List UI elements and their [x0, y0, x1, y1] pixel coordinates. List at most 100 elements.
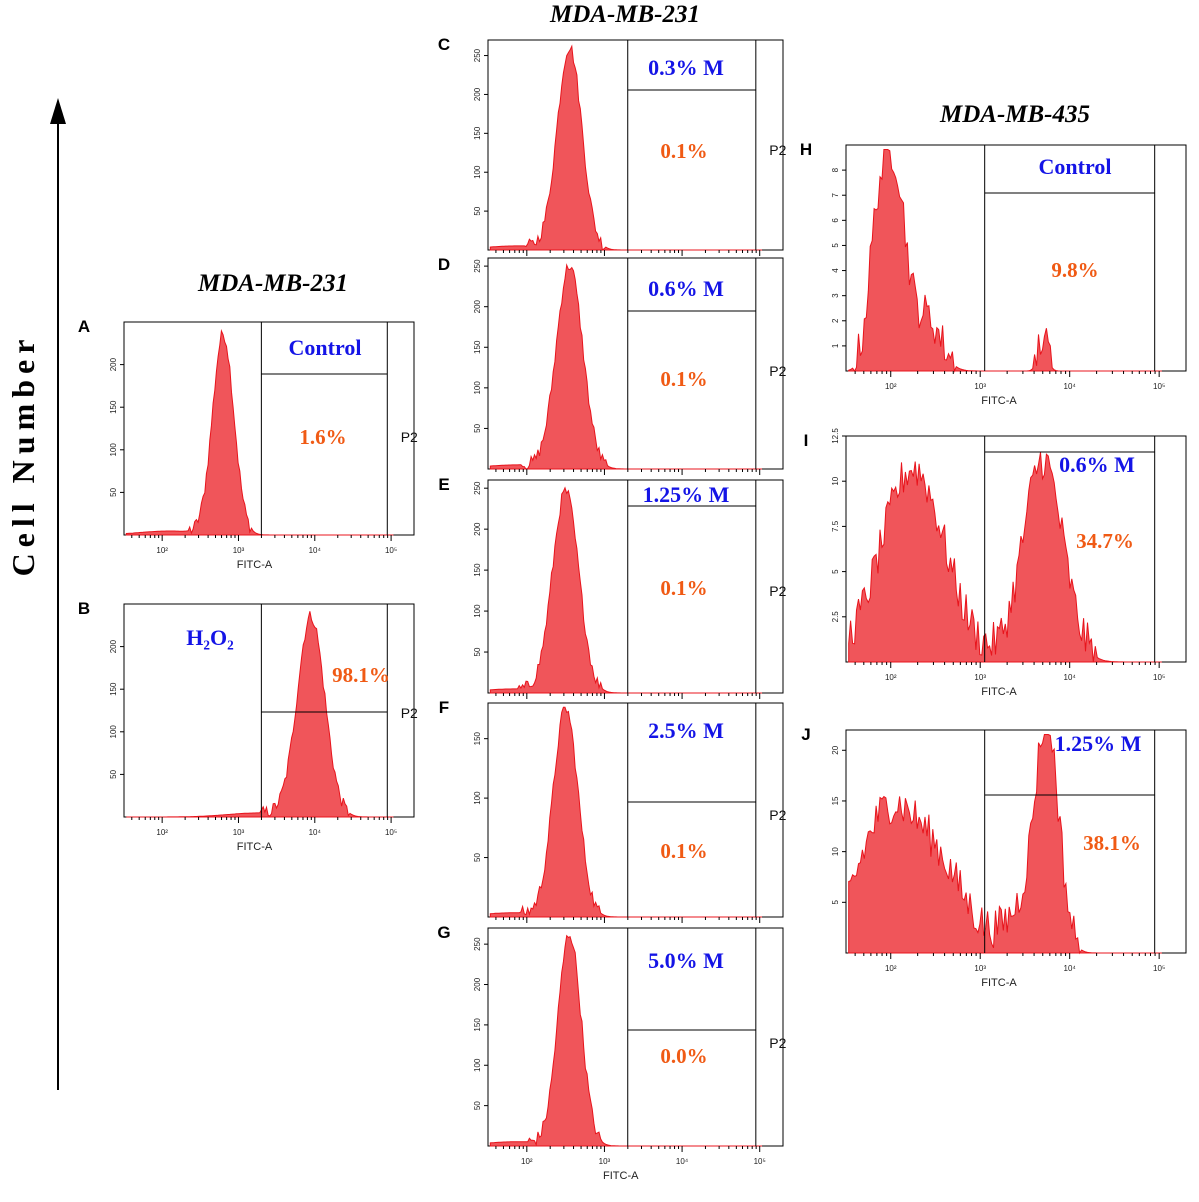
x-tick-label: 10² [156, 828, 168, 837]
panel-j: J 5 10 15 20 10² 10³ 10⁴ 10⁵ FITC-A 1.25% M 38.1% [801, 725, 1187, 989]
y-tick-label: 150 [473, 1018, 482, 1032]
x-tick-label: 10⁵ [385, 828, 397, 837]
y-tick-label: 200 [473, 299, 482, 313]
plot-frame [487, 479, 784, 694]
y-tick-label: 7 [831, 192, 840, 197]
gate-label: P2 [769, 142, 786, 158]
panel-letter: F [439, 698, 449, 717]
x-tick-label: 10² [521, 1157, 533, 1166]
y-tick-label: 3 [831, 293, 840, 298]
treatment-label: Control [289, 335, 362, 360]
panel-b: B 50 100 150 200 10² 10³ 10⁴ 10⁵ FITC-A H₂O₂ 98.1% P… [78, 599, 418, 853]
treatment-label: 0.6% M [648, 276, 724, 301]
gate-label: P2 [769, 807, 786, 823]
y-tick-label: 5 [831, 569, 840, 574]
x-tick-label: 10⁵ [754, 1157, 766, 1166]
header-col2: MDA-MB-231 [549, 1, 700, 28]
x-axis-label: FITC-A [603, 1170, 639, 1182]
x-axis-label: FITC-A [981, 686, 1017, 698]
percent-label: 38.1% [1083, 831, 1141, 855]
y-tick-label: 50 [109, 487, 118, 496]
y-tick-label: 10 [831, 847, 840, 856]
histogram-area [848, 452, 1162, 663]
treatment-label: 5.0% M [648, 948, 724, 973]
y-tick-label: 7.5 [831, 520, 840, 532]
panel-letter: H [800, 140, 812, 159]
y-tick-label: 50 [473, 1101, 482, 1110]
treatment-label: 1.25% M [1055, 731, 1142, 756]
x-tick-label: 10³ [233, 546, 245, 555]
treatment-label: 1.25% M [643, 482, 730, 507]
y-tick-label: 100 [473, 1058, 482, 1072]
x-tick-label: 10⁵ [1153, 964, 1165, 973]
treatment-label: Control [1039, 154, 1112, 179]
panel-letter: G [437, 923, 450, 942]
x-tick-label: 10⁴ [309, 546, 322, 555]
histogram-area [126, 611, 394, 818]
y-tick-label: 250 [473, 937, 482, 951]
percent-label: 0.0% [660, 1044, 707, 1068]
y-tick-label: 100 [473, 791, 482, 805]
x-axis-label: FITC-A [981, 395, 1017, 407]
y-tick-label: 5 [831, 243, 840, 248]
x-tick-label: 10² [156, 546, 168, 555]
x-tick-label: 10³ [974, 382, 986, 391]
x-tick-label: 10² [885, 673, 897, 682]
plot-frame [123, 321, 415, 536]
gate-label: P2 [769, 1035, 786, 1051]
y-tick-label: 12.5 [831, 428, 840, 444]
y-tick-label: 200 [473, 87, 482, 101]
gate-label: P2 [769, 363, 786, 379]
y-tick-label: 100 [473, 381, 482, 395]
y-tick-label: 200 [473, 522, 482, 536]
panel-letter: E [438, 475, 449, 494]
y-tick-label: 200 [109, 357, 118, 371]
y-tick-label: 20 [831, 745, 840, 754]
percent-label: 1.6% [299, 425, 346, 449]
y-tick-label: 100 [109, 443, 118, 457]
gate-label: P2 [769, 583, 786, 599]
y-tick-label: 50 [473, 206, 482, 215]
plot-frame [487, 257, 784, 470]
x-tick-label: 10⁴ [1064, 673, 1077, 682]
panel-letter: A [78, 317, 90, 336]
x-tick-label: 10² [885, 382, 897, 391]
y-tick-label: 50 [473, 647, 482, 656]
panel-a: A 50 100 150 200 10² 10³ 10⁴ 10⁵ FITC-A Control 1.6… [78, 317, 418, 571]
y-tick-label: 200 [473, 977, 482, 991]
panel-c: C 50 100 150 200 250 0.3% M 0.1% P2 [438, 35, 787, 256]
percent-label: 9.8% [1051, 258, 1098, 282]
x-tick-label: 10⁵ [1153, 382, 1165, 391]
y-tick-label: 150 [473, 340, 482, 354]
treatment-label: H₂O₂ [186, 625, 234, 650]
gate-label: P2 [401, 705, 418, 721]
y-tick-label: 1 [831, 343, 840, 348]
y-tick-label: 200 [109, 639, 118, 653]
y-axis-label: Cell Number [5, 334, 41, 577]
percent-label: 34.7% [1076, 529, 1134, 553]
y-tick-label: 50 [109, 769, 118, 778]
y-tick-label: 2.5 [831, 611, 840, 623]
plot-frame [487, 702, 784, 918]
y-tick-label: 2 [831, 318, 840, 323]
y-tick-label: 5 [831, 900, 840, 905]
y-tick-label: 15 [831, 796, 840, 805]
panel-letter: C [438, 35, 450, 54]
header-col3: MDA-MB-435 [939, 101, 1090, 128]
y-tick-label: 150 [473, 126, 482, 140]
percent-label: 98.1% [332, 663, 390, 687]
gate-label: P2 [401, 429, 418, 445]
panel-h: H 1 2 3 4 5 6 7 8 10² 10³ 10⁴ 10⁵ FITC-A Control 9.8% [800, 140, 1187, 407]
x-tick-label: 10³ [974, 964, 986, 973]
x-tick-label: 10³ [974, 673, 986, 682]
y-tick-label: 10 [831, 476, 840, 485]
y-tick-label: 250 [473, 481, 482, 495]
x-axis-label: FITC-A [237, 841, 273, 853]
x-axis-label: FITC-A [981, 977, 1017, 989]
y-tick-label: 100 [473, 165, 482, 179]
y-tick-label: 150 [473, 731, 482, 745]
percent-label: 0.1% [660, 139, 707, 163]
treatment-label: 0.6% M [1059, 452, 1135, 477]
panel-letter: J [801, 725, 810, 744]
